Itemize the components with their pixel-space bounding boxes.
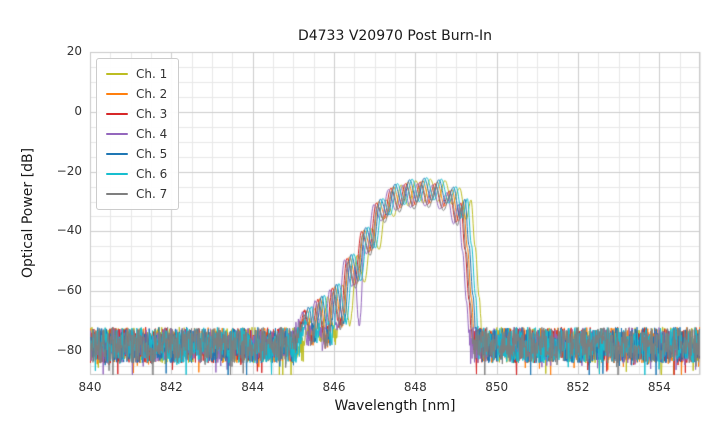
legend: Ch. 1 Ch. 2 Ch. 3 Ch. 4 Ch. 5 Ch. 6 Ch. 7 xyxy=(96,58,180,210)
x-tick-label: 848 xyxy=(403,380,427,394)
legend-label: Ch. 6 xyxy=(136,167,168,181)
y-tick-label: 0 xyxy=(74,103,82,118)
y-axis-label: Optical Power [dB] xyxy=(20,147,36,279)
legend-label: Ch. 5 xyxy=(136,147,168,161)
x-tick-label: 850 xyxy=(485,380,509,394)
legend-label: Ch. 1 xyxy=(136,67,168,81)
legend-item: Ch. 1 xyxy=(106,64,167,84)
x-tick-label: 844 xyxy=(241,380,265,394)
x-tick-label: 852 xyxy=(566,380,590,394)
legend-line-swatch xyxy=(106,73,128,75)
legend-item: Ch. 3 xyxy=(106,104,167,124)
y-tick-label: −20 xyxy=(56,163,82,178)
x-tick-label: 846 xyxy=(322,380,346,394)
legend-item: Ch. 2 xyxy=(106,84,167,104)
y-tick-label: −80 xyxy=(56,343,82,358)
legend-line-swatch xyxy=(106,93,128,95)
x-tick-label: 854 xyxy=(647,380,671,394)
x-tick-label: 840 xyxy=(78,380,102,394)
y-tick-label: −60 xyxy=(56,283,82,298)
legend-line-swatch xyxy=(106,133,128,135)
y-tick-label: −40 xyxy=(56,223,82,238)
legend-line-swatch xyxy=(106,173,128,175)
legend-label: Ch. 4 xyxy=(136,127,168,141)
x-axis-label: Wavelength [nm] xyxy=(334,398,456,414)
legend-line-swatch xyxy=(106,153,128,155)
legend-item: Ch. 4 xyxy=(106,124,167,144)
legend-item: Ch. 6 xyxy=(106,164,167,184)
x-tick-label: 842 xyxy=(159,380,183,394)
legend-item: Ch. 5 xyxy=(106,144,167,164)
chart-title: D4733 V20970 Post Burn-In xyxy=(297,28,493,44)
legend-item: Ch. 7 xyxy=(106,184,167,204)
y-tick-label: 20 xyxy=(66,44,82,58)
legend-label: Ch. 2 xyxy=(136,87,168,101)
legend-line-swatch xyxy=(106,113,128,115)
legend-label: Ch. 3 xyxy=(136,107,168,121)
legend-label: Ch. 7 xyxy=(136,187,168,201)
legend-line-swatch xyxy=(106,193,128,195)
